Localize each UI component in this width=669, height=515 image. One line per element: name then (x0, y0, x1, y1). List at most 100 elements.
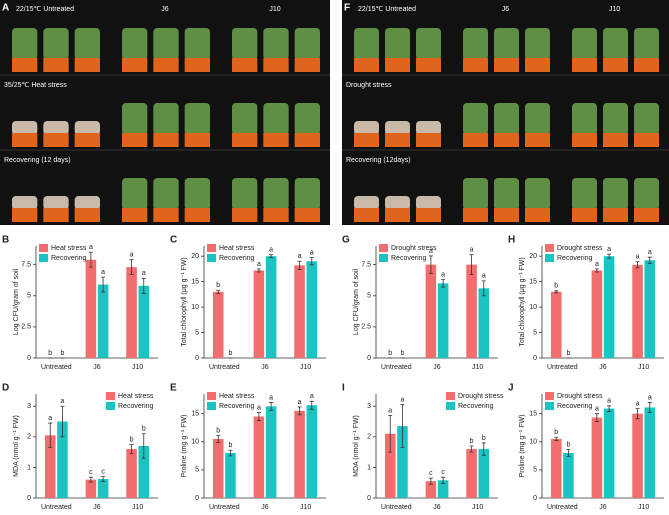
bar (437, 480, 449, 498)
legend-label: Recovering (219, 255, 255, 262)
y-tick-label: 0 (533, 355, 537, 362)
significance-letter: a (310, 250, 314, 257)
pot (153, 58, 179, 72)
pot (12, 58, 38, 72)
y-tick-label: 5 (195, 467, 199, 474)
y-tick-label: 1 (27, 464, 31, 471)
significance-letter: b (566, 441, 570, 448)
y-axis-label: Log CFU/gram of soil (13, 268, 20, 335)
significance-letter: a (607, 246, 611, 253)
significance-letter: a (470, 247, 474, 254)
legend-swatch (39, 244, 48, 252)
bar (437, 283, 449, 358)
error-bar (309, 400, 314, 410)
pot (603, 133, 628, 147)
y-tick-label: 7.5 (21, 262, 31, 269)
legend-swatch (446, 402, 455, 410)
significance-letter: c (441, 469, 445, 476)
y-axis-label: Total chlorophyll (μg g⁻¹ FW) (519, 257, 526, 346)
significance-letter: a (310, 393, 314, 400)
error-bar (101, 476, 106, 482)
panel-letter: I (342, 383, 345, 394)
legend-swatch (446, 392, 455, 400)
plant (463, 103, 488, 135)
significance-letter: b (48, 350, 52, 357)
legend-label: Drought stress (557, 393, 603, 400)
legend-swatch (106, 402, 115, 410)
legend-label: Recovering (118, 403, 154, 410)
significance-letter: a (48, 415, 52, 422)
photo-label: 22/15℃ Untreated (16, 6, 74, 13)
pot (494, 58, 519, 72)
bar (97, 284, 109, 358)
pot (294, 133, 320, 147)
legend-label: Recovering (458, 403, 494, 410)
legend-label: Drought stress (458, 393, 504, 400)
pot (634, 208, 659, 222)
y-tick-label: 10 (529, 439, 537, 446)
error-bar (216, 289, 221, 294)
y-axis-label: Proline (mg g⁻¹ FW) (519, 415, 526, 478)
bar (85, 259, 97, 358)
error-bar (228, 449, 233, 457)
x-tick-label: Untreated (547, 504, 578, 511)
pot (572, 133, 597, 147)
bar (212, 291, 224, 358)
bar (126, 267, 137, 358)
significance-letter: c (101, 468, 105, 475)
x-tick-label: Untreated (547, 364, 578, 371)
plant (263, 103, 289, 135)
significance-letter: a (269, 246, 273, 253)
bar (225, 453, 236, 498)
x-tick-label: Untreated (41, 504, 72, 511)
legend-label: Drought stress (391, 245, 437, 252)
pot (74, 133, 100, 147)
significance-letter: a (257, 261, 261, 268)
plant (74, 28, 100, 60)
panel-letter: D (2, 383, 9, 394)
error-bar (400, 404, 405, 448)
y-tick-label: 15 (191, 278, 199, 285)
pot (122, 133, 148, 147)
error-bar (428, 477, 433, 485)
error-bar (607, 405, 612, 412)
bar (603, 408, 615, 498)
x-tick-label: J6 (261, 504, 269, 511)
legend-label: Heat stress (118, 393, 154, 400)
y-tick-label: 2 (367, 434, 371, 441)
panel-letter: F (344, 3, 350, 14)
error-bar (60, 405, 65, 438)
pot (122, 58, 148, 72)
legend-swatch (39, 254, 48, 262)
plant (74, 196, 100, 210)
y-axis-label: MDA (nmol g⁻¹ FW) (353, 415, 360, 477)
legend-swatch (207, 244, 216, 252)
error-bar (635, 408, 640, 420)
error-bar (428, 255, 433, 274)
photo-label: J6 (161, 6, 169, 13)
significance-letter: a (400, 397, 404, 404)
error-bar (269, 254, 274, 259)
significance-letter: a (636, 254, 640, 261)
bar (138, 446, 150, 498)
significance-letter: a (101, 269, 105, 276)
pot (416, 133, 441, 147)
significance-letter: a (441, 271, 445, 278)
y-tick-label: 2 (27, 434, 31, 441)
y-tick-label: 5 (533, 329, 537, 336)
error-bar (309, 257, 314, 266)
pot (74, 58, 100, 72)
plant (572, 178, 597, 210)
bar (550, 438, 562, 498)
error-bar (88, 251, 93, 268)
photo-label: 35/25℃ Heat stress (4, 82, 67, 89)
pot (572, 58, 597, 72)
pot (416, 208, 441, 222)
significance-letter: a (648, 249, 652, 256)
legend-swatch (207, 392, 216, 400)
legend-swatch (106, 392, 115, 400)
significance-letter: b (554, 429, 558, 436)
y-tick-label: 0 (367, 355, 371, 362)
error-bar (566, 449, 571, 457)
plant (294, 28, 320, 60)
